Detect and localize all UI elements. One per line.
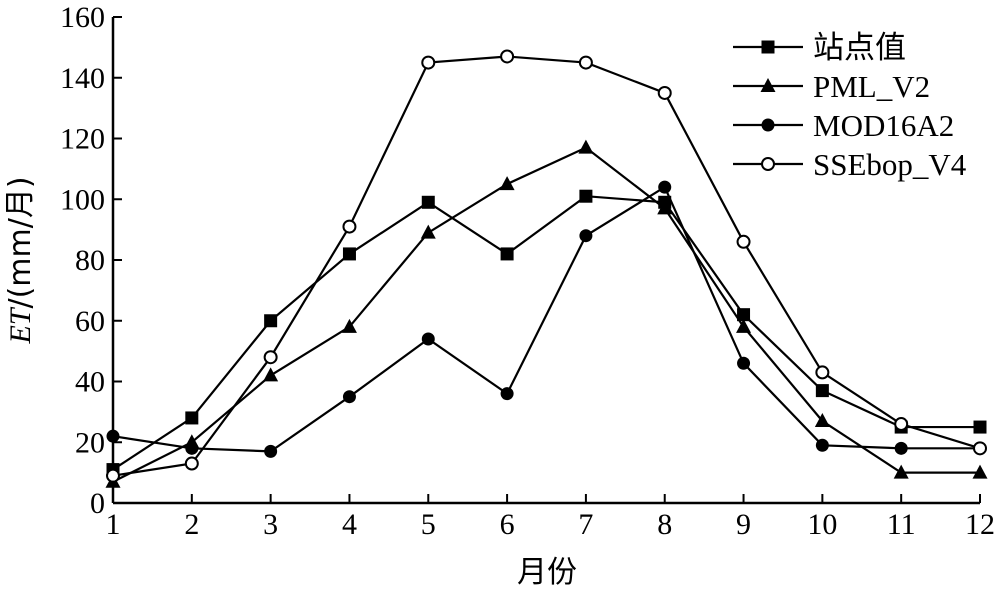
legend-marker [761, 118, 775, 132]
data-point [815, 365, 830, 380]
legend: 站点值 PML_V2 MOD16A2 SSEbop_V4 [733, 30, 967, 182]
data-point [341, 318, 357, 333]
y-tick-label: 80 [75, 244, 105, 277]
x-tick-label: 7 [578, 508, 593, 541]
data-point [106, 468, 120, 483]
data-point [185, 441, 199, 455]
x-tick-label: 5 [421, 508, 436, 541]
data-point [185, 411, 199, 425]
y-tick-label: 0 [90, 487, 105, 520]
x-tick-label: 4 [342, 508, 357, 541]
data-point [264, 314, 278, 328]
y-tick-label: 120 [60, 123, 105, 156]
data-point [579, 189, 593, 203]
x-tick-label: 1 [106, 508, 121, 541]
series-1 [106, 189, 987, 477]
data-point [184, 456, 199, 471]
data-point [973, 441, 987, 456]
data-point [578, 55, 593, 70]
legend-marker [761, 40, 775, 54]
data-point [500, 49, 515, 64]
x-ticks: 1 2 3 4 5 6 7 8 9 10 11 12 [106, 494, 995, 541]
y-tick-label: 100 [60, 183, 105, 216]
y-axis-title: ET/(mm/月) [3, 176, 38, 344]
y-ticks: 0 20 40 60 80 100 120 140 160 [60, 1, 122, 520]
data-point [815, 438, 829, 452]
data-point [578, 139, 594, 154]
data-point [657, 85, 672, 100]
data-point [737, 308, 751, 322]
data-point [737, 356, 751, 370]
series-line [112, 146, 980, 483]
data-point [342, 247, 356, 261]
x-tick-label: 6 [500, 508, 515, 541]
y-tick-label: 60 [75, 305, 105, 338]
x-tick-label: 2 [184, 508, 199, 541]
legend-item: PML_V2 [733, 69, 930, 104]
legend-marker [761, 157, 775, 171]
legend-label: SSEbop_V4 [813, 147, 967, 182]
data-point [263, 350, 278, 365]
data-point [342, 219, 357, 234]
data-point [421, 55, 436, 70]
data-point [815, 384, 829, 398]
y-tick-label: 140 [60, 62, 105, 95]
svg-text:ET/(mm/月): ET/(mm/月) [3, 176, 38, 344]
legend-item: 站点值 [733, 30, 906, 65]
legend-item: SSEbop_V4 [733, 147, 967, 182]
x-tick-label: 3 [263, 508, 278, 541]
data-point [263, 367, 279, 382]
series-4 [106, 49, 987, 483]
data-point [657, 200, 673, 215]
y-axis-title-unit: /(mm/月) [3, 176, 38, 308]
x-tick-label: 11 [887, 508, 916, 541]
data-point [500, 387, 514, 401]
data-point [736, 234, 751, 249]
data-point [421, 332, 435, 346]
series-line [112, 185, 980, 453]
data-point [973, 420, 987, 434]
x-tick-label: 8 [657, 508, 672, 541]
data-point [658, 180, 672, 194]
data-point [500, 247, 514, 261]
legend-label: MOD16A2 [813, 108, 954, 143]
y-tick-label: 40 [75, 366, 105, 399]
data-point [264, 444, 278, 458]
data-point [736, 318, 752, 333]
series-3 [106, 180, 987, 458]
legend-item: MOD16A2 [733, 108, 954, 143]
data-point [894, 417, 909, 432]
y-tick-label: 20 [75, 426, 105, 459]
data-point [894, 441, 908, 455]
legend-marker [760, 78, 776, 92]
x-tick-label: 10 [807, 508, 837, 541]
data-point [893, 464, 909, 479]
data-point [814, 412, 830, 427]
series-line [112, 55, 981, 477]
data-point [342, 390, 356, 404]
legend-label: PML_V2 [813, 69, 930, 104]
data-point [972, 464, 988, 479]
data-point [421, 195, 435, 209]
data-point [499, 176, 515, 191]
x-tick-label: 12 [965, 508, 995, 541]
series-line [112, 195, 980, 471]
data-point [579, 229, 593, 243]
data-point [420, 224, 436, 239]
series-layer [105, 49, 988, 488]
x-axis-title: 月份 [517, 555, 577, 589]
y-axis-title-italic: ET [4, 306, 37, 344]
data-point [106, 429, 120, 443]
y-tick-label: 160 [60, 1, 105, 34]
x-tick-label: 9 [736, 508, 751, 541]
legend-label: 站点值 [813, 30, 906, 65]
